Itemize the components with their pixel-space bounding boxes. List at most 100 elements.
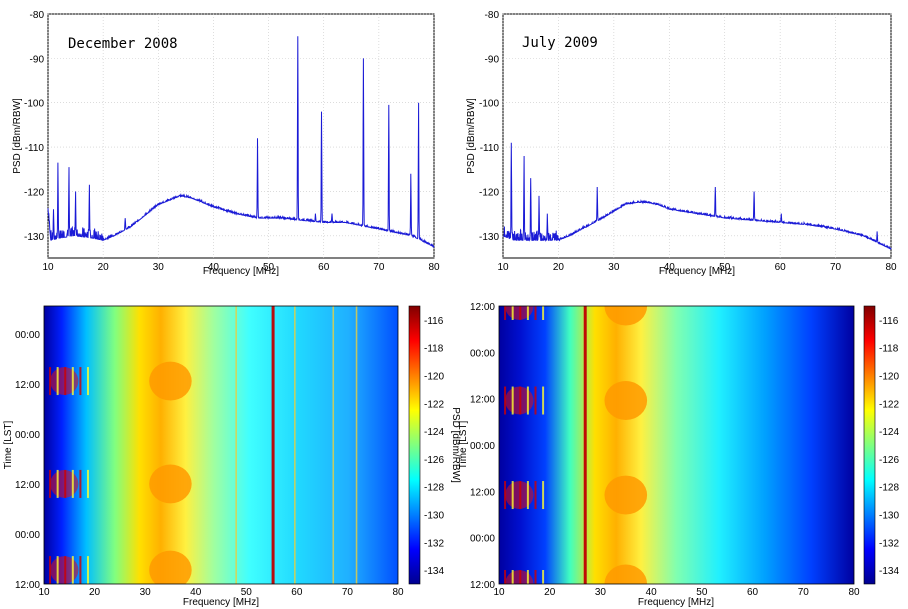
colorbar-tick-label: -120 [424,372,444,383]
y-tick-label: -120 [24,187,44,198]
x-tick-label: 20 [89,587,101,598]
heatmap-july-2009: 12:00 00:00 12:00 00:00 12:00 00:00 12:00 10 20… [458,302,899,608]
y-tick-label: 12:00 [470,487,495,498]
x-tick-label: 30 [595,587,607,598]
heatmap-streak [534,481,537,510]
heatmap-streak [64,367,67,396]
colorbar [408,305,421,585]
x-tick-label: 40 [190,587,202,598]
x-axis-label: Frequency [MHz] [183,597,259,608]
colorbar-tick-label: -126 [879,455,899,466]
heatmap-streak [519,481,522,510]
heatmap-streak [56,367,59,396]
heatmap-streak [526,570,529,584]
heatmap-hotspot [149,361,192,401]
y-tick-label: -110 [25,143,45,154]
heatmap-streak [519,306,522,320]
x-tick-labels: 10 20 30 40 50 60 70 80 [38,587,404,598]
x-tick-label: 50 [241,587,253,598]
y-axis-label: Time [LST] [458,421,469,470]
heatmap-streak [49,367,52,396]
plot-area [502,13,892,259]
x-tick-label: 80 [885,262,897,273]
heatmap-streak [519,386,522,415]
heatmap-streak [49,469,52,498]
x-tick-label: 60 [747,587,759,598]
heatmap-streak [504,386,507,415]
x-tick-label: 30 [140,587,152,598]
x-tick-label: 50 [263,262,275,273]
heatmap-hotspot [604,381,648,420]
x-axis-label: Frequency [MHz] [638,597,714,608]
y-tick-label: -90 [485,54,500,65]
x-tick-label: 20 [544,587,556,598]
y-axis-label: PSD [dBm/RBW] [12,98,23,174]
colorbar-tick-label: -126 [424,455,444,466]
y-tick-label: -100 [24,99,44,110]
heatmap-hotspot [149,550,192,584]
heatmap-hotspot [149,464,192,504]
series-line [47,36,435,249]
colorbar-tick-label: -124 [424,427,444,438]
x-axis-label: Frequency [MHz] [203,266,279,277]
heatmap-carrier-line [583,306,587,584]
heatmap-streak [79,367,82,396]
heatmap-december-2008: 12:00 00:00 12:00 00:00 12:00 00:00 10 20 30 40 5… [3,305,461,608]
colorbar-tick-label: -130 [424,511,444,522]
y-tick-label: -90 [30,54,45,65]
panel-december-2008: -80-90-100-110-120-130 10 20 30 40 50 60 70 80 … [12,10,440,277]
y-tick-label: 00:00 [470,348,495,359]
y-tick-label: 00:00 [15,330,40,341]
heatmap-streak [49,556,52,584]
heatmap-hotspot [604,475,648,515]
y-tick-label: 12:00 [470,395,495,406]
y-tick-label: 12:00 [15,580,40,591]
y-tick-label: -120 [479,187,499,198]
y-tick-label: -130 [24,232,44,243]
panel-title: December 2008 [68,36,178,52]
y-tick-label: 00:00 [470,441,495,452]
heatmap-streak [64,556,67,584]
y-axis-label: PSD [dBm/RBW] [466,98,477,174]
heatmap-streak [542,481,545,510]
y-tick-label: -80 [485,10,500,21]
y-tick-label: 00:00 [15,530,40,541]
x-tick-label: 80 [392,587,404,598]
colorbar-tick-label: -132 [879,538,899,549]
x-tick-label: 40 [646,587,658,598]
x-tick-label: 30 [608,262,620,273]
colorbar-tick-label: -116 [424,316,444,327]
colorbar-tick-label: -118 [424,344,444,355]
heatmap-streak [504,306,507,320]
heatmap-carrier-line [355,306,358,584]
x-axis-label: Frequency [MHz] [659,266,735,277]
x-tick-labels: 10 20 30 40 50 60 70 80 [493,587,860,598]
heatmap-streak [56,469,59,498]
colorbar-tick-label: -120 [879,372,899,383]
y-tick-labels: -80 -90 -100 -110 -120 -130 [24,10,44,243]
heatmap-streak [86,556,89,584]
heatmap-streak [86,469,89,498]
heatmap-streak [71,469,74,498]
heatmap-streak [526,306,529,320]
x-tick-label: 70 [830,262,842,273]
x-tick-label: 60 [291,587,303,598]
y-tick-label: 12:00 [15,480,40,491]
plot-area [47,13,435,259]
x-tick-label: 10 [497,262,509,273]
colorbar-label: PSD [dBm/RBW] [450,407,461,483]
colorbar-tick-label: -122 [879,399,899,410]
x-tick-label: 80 [848,587,860,598]
grid [47,13,435,258]
heatmap-streak [534,306,537,320]
heatmap-streak [64,469,67,498]
heatmap-streak [71,556,74,584]
x-tick-labels: 10 20 30 40 50 60 70 80 [497,262,897,273]
colorbar-tick-label: -132 [424,538,444,549]
x-tick-label: 30 [153,262,165,273]
x-tick-label: 20 [553,262,565,273]
heatmap-streak [542,570,545,584]
x-tick-label: 70 [373,262,385,273]
colorbar-tick-label: -134 [879,566,899,577]
